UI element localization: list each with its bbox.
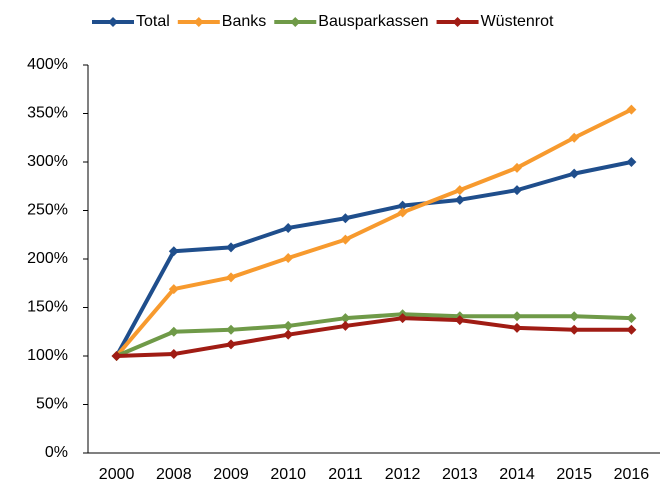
point	[340, 313, 351, 324]
x-tick-label: 2008	[156, 466, 192, 483]
point	[397, 313, 408, 324]
point	[454, 185, 465, 196]
point	[283, 320, 294, 331]
point	[168, 246, 179, 257]
series-line	[115, 312, 632, 358]
legend-marker	[193, 17, 204, 27]
point	[626, 104, 637, 115]
point	[340, 234, 351, 245]
point	[512, 311, 522, 322]
point	[168, 284, 179, 295]
x-tick-label: 2016	[614, 466, 650, 483]
series-line	[114, 160, 632, 357]
x-tick-label: 2000	[99, 466, 135, 483]
y-tick-label: 150%	[27, 299, 68, 316]
point	[512, 185, 522, 196]
point	[626, 324, 637, 335]
point	[226, 272, 236, 283]
point	[512, 162, 522, 173]
point	[626, 157, 637, 167]
x-tick-label: 2012	[385, 466, 421, 483]
x-tick-label: 2015	[556, 466, 592, 483]
x-tick-label: 2010	[270, 466, 306, 483]
x-tick-label: 2013	[442, 466, 478, 483]
point	[569, 132, 580, 143]
y-tick-label: 0%	[45, 444, 68, 461]
legend-marker	[108, 17, 118, 27]
point	[168, 349, 179, 360]
point	[226, 339, 236, 350]
legend-label: Banks	[222, 13, 266, 30]
y-tick-label: 200%	[27, 250, 68, 267]
point	[226, 324, 236, 335]
point	[569, 168, 580, 179]
point	[283, 222, 294, 233]
legend-label: Total	[136, 13, 170, 30]
y-tick-label: 100%	[27, 347, 68, 364]
y-tick-label: 50%	[36, 396, 68, 413]
point	[226, 242, 236, 253]
x-tick-label: 2014	[499, 466, 535, 483]
legend-label: Wüstenrot	[481, 13, 554, 30]
y-tick-label: 350%	[27, 105, 68, 122]
y-tick-label: 400%	[27, 56, 68, 73]
point	[283, 253, 294, 264]
series-line	[115, 107, 633, 358]
series-line	[116, 316, 632, 358]
point	[283, 329, 294, 340]
legend-marker	[290, 17, 301, 27]
x-tick-label: 2011	[328, 466, 363, 483]
point	[168, 326, 179, 337]
legend-marker	[452, 17, 463, 27]
point	[626, 313, 637, 324]
x-tick-label: 2009	[213, 466, 249, 483]
point	[111, 351, 122, 361]
point	[569, 324, 580, 335]
point	[340, 213, 351, 224]
legend-label: Bausparkassen	[318, 13, 428, 30]
point	[340, 320, 351, 331]
point	[397, 207, 408, 218]
point	[454, 194, 465, 205]
y-tick-label: 250%	[27, 202, 68, 219]
y-tick-label: 300%	[27, 153, 68, 170]
point	[512, 322, 522, 333]
point	[569, 311, 580, 322]
point	[397, 200, 408, 211]
point	[454, 315, 465, 326]
